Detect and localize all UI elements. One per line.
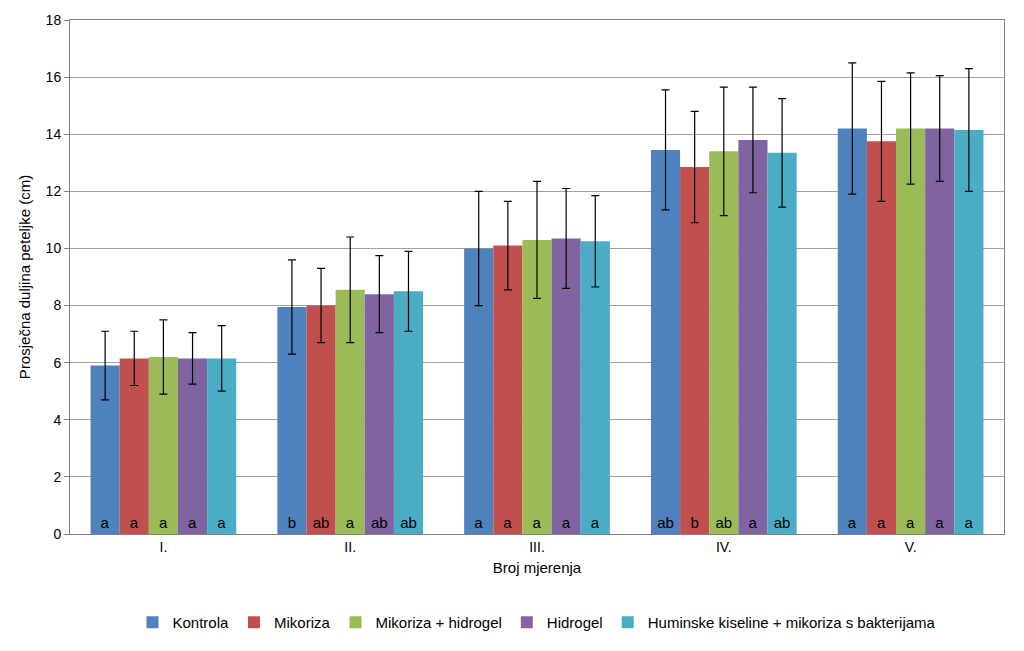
svg-text:a: a — [159, 514, 168, 531]
svg-text:a: a — [848, 514, 857, 531]
svg-text:Mikoriza: Mikoriza — [274, 614, 330, 631]
svg-text:0: 0 — [53, 526, 61, 542]
svg-text:a: a — [935, 514, 944, 531]
svg-text:b: b — [690, 514, 698, 531]
svg-text:Hidrogel: Hidrogel — [547, 614, 603, 631]
svg-text:16: 16 — [46, 69, 62, 85]
svg-text:a: a — [188, 514, 197, 531]
svg-text:II.: II. — [344, 539, 356, 555]
svg-text:V.: V. — [905, 539, 917, 555]
svg-text:III.: III. — [529, 539, 545, 555]
svg-text:18: 18 — [46, 12, 62, 28]
svg-text:a: a — [130, 514, 139, 531]
svg-text:4: 4 — [53, 412, 61, 428]
svg-text:I.: I. — [160, 539, 168, 555]
svg-text:a: a — [562, 514, 571, 531]
svg-text:Broj mjerenja: Broj mjerenja — [493, 559, 582, 576]
svg-text:8: 8 — [53, 297, 61, 313]
svg-text:ab: ab — [657, 514, 674, 531]
svg-text:ab: ab — [774, 514, 791, 531]
svg-text:a: a — [964, 514, 973, 531]
svg-text:6: 6 — [53, 355, 61, 371]
svg-text:Huminske kiseline + mikoriza s: Huminske kiseline + mikoriza s bakterija… — [648, 614, 936, 631]
svg-text:Mikoriza + hidrogel: Mikoriza + hidrogel — [376, 614, 502, 631]
svg-text:a: a — [906, 514, 915, 531]
svg-text:IV.: IV. — [716, 539, 732, 555]
svg-text:a: a — [474, 514, 483, 531]
svg-text:a: a — [533, 514, 542, 531]
svg-text:2: 2 — [53, 469, 61, 485]
svg-text:b: b — [288, 514, 296, 531]
svg-text:a: a — [217, 514, 226, 531]
svg-text:a: a — [503, 514, 512, 531]
svg-text:Prosječna duljina peteljke (cm: Prosječna duljina peteljke (cm) — [16, 175, 33, 379]
svg-text:ab: ab — [400, 514, 417, 531]
svg-text:a: a — [346, 514, 355, 531]
svg-text:12: 12 — [46, 183, 62, 199]
svg-text:Kontrola: Kontrola — [173, 614, 230, 631]
svg-text:a: a — [101, 514, 110, 531]
svg-text:a: a — [591, 514, 600, 531]
svg-text:a: a — [877, 514, 886, 531]
svg-text:14: 14 — [46, 126, 62, 142]
svg-text:ab: ab — [371, 514, 388, 531]
svg-text:ab: ab — [715, 514, 732, 531]
svg-text:10: 10 — [46, 240, 62, 256]
svg-text:ab: ab — [313, 514, 330, 531]
svg-text:a: a — [748, 514, 757, 531]
